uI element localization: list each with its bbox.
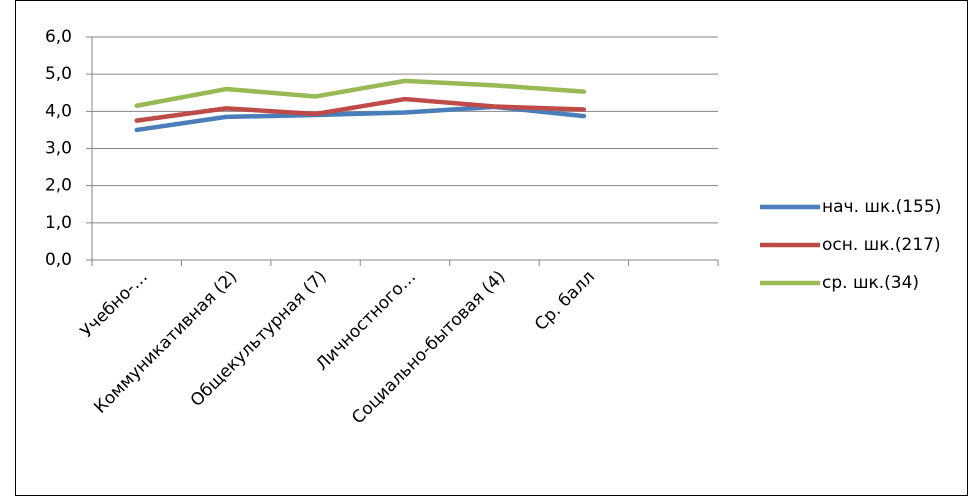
y-tick-label: 4,0 (45, 101, 72, 121)
legend-label: осн. шк.(217) (822, 235, 941, 255)
legend-label: ср. шк.(34) (822, 273, 919, 293)
y-tick-label: 3,0 (45, 139, 72, 159)
y-tick-label: 1,0 (45, 213, 72, 233)
y-tick-label: 5,0 (45, 64, 72, 84)
y-tick-label: 6,0 (45, 27, 72, 47)
y-tick-label: 0,0 (45, 250, 72, 270)
series-line (134, 96, 587, 123)
y-tick-label: 2,0 (45, 176, 72, 196)
legend-label: нач. шк.(155) (822, 197, 941, 217)
series-line (134, 78, 587, 109)
